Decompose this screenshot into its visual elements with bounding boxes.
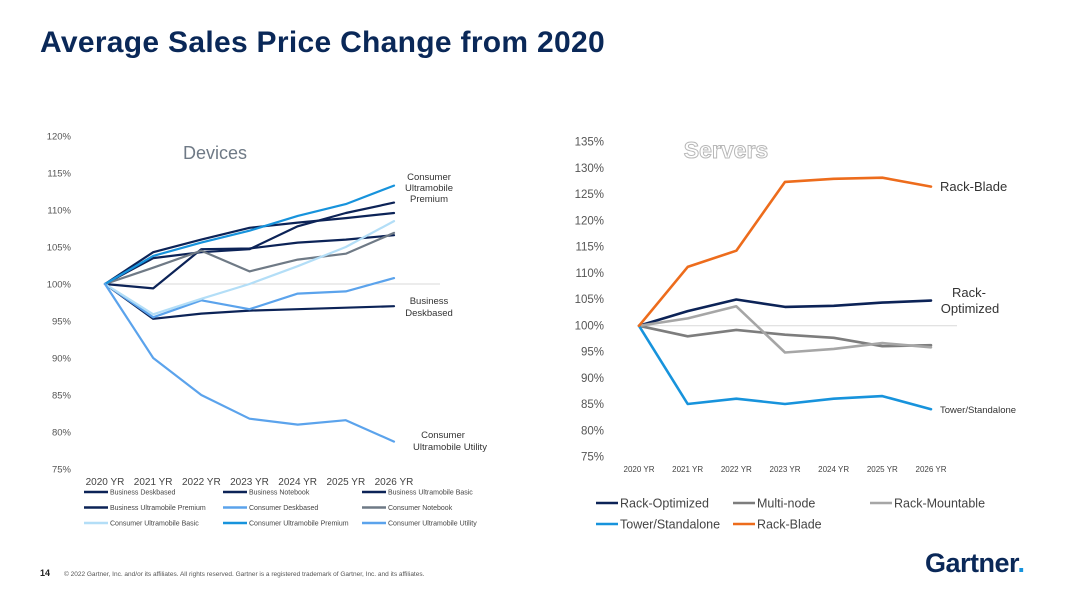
devices-chart: Devices Consumer Ultramobile Premium Bus…: [47, 132, 488, 528]
servers-legend-label: Tower/Standalone: [620, 518, 720, 532]
servers-chart: Servers Rack-Blade Rack- Optimized Tower…: [575, 137, 1016, 532]
devices-xtick-label: 2024 YR: [278, 477, 317, 488]
servers-ytick-label: 105%: [575, 294, 604, 306]
devices-series-consumer-ultramobile-utility: [103, 282, 396, 443]
servers-ytick-label: 115%: [575, 242, 604, 254]
devices-series-business-ultramobile-premium: [103, 201, 396, 286]
devices-ytick-label: 75%: [52, 465, 72, 476]
servers-series-rack-blade: [637, 176, 933, 328]
devices-ytick-label: 85%: [52, 391, 72, 402]
servers-series-rack-mountable: [637, 304, 933, 354]
devices-legend-label: Consumer Ultramobile Basic: [110, 521, 199, 528]
servers-xtick-label: 2022 YR: [721, 465, 752, 474]
devices-xtick-label: 2021 YR: [134, 477, 173, 488]
servers-chart-title: Servers: [684, 137, 768, 163]
servers-ytick-label: 95%: [581, 347, 604, 359]
copyright-notice: © 2022 Gartner, Inc. and/or its affiliat…: [64, 571, 425, 578]
servers-ytick-label: 110%: [575, 268, 604, 280]
servers-annotation-rack-blade: Rack-Blade: [940, 179, 1007, 194]
servers-ytick-label: 120%: [575, 215, 604, 227]
servers-legend-label: Rack-Blade: [757, 518, 822, 532]
servers-legend-label: Rack-Optimized: [620, 497, 709, 511]
devices-legend-label: Consumer Deskbased: [249, 505, 318, 512]
devices-legend-label: Consumer Notebook: [388, 505, 453, 512]
page-number: 14: [40, 568, 51, 578]
devices-ytick-label: 80%: [52, 428, 72, 439]
devices-annotation-utility-line2: Ultramobile Utility: [413, 442, 487, 453]
devices-ytick-label: 95%: [52, 317, 72, 328]
devices-legend-label: Business Notebook: [249, 490, 310, 497]
servers-xtick-label: 2026 YR: [916, 465, 947, 474]
devices-legend-label: Business Ultramobile Premium: [110, 505, 206, 512]
devices-annotation-premium-line1: Consumer: [407, 172, 451, 183]
devices-ytick-label: 115%: [47, 169, 71, 180]
servers-ytick-label: 80%: [581, 425, 604, 437]
devices-annotation-deskbased-line1: Business: [410, 296, 449, 307]
servers-ytick-label: 125%: [575, 189, 604, 201]
devices-series-consumer-notebook: [103, 231, 396, 286]
devices-annotation-utility-line1: Consumer: [421, 430, 465, 441]
devices-xtick-label: 2025 YR: [326, 477, 365, 488]
page-title: Average Sales Price Change from 2020: [40, 26, 605, 59]
gartner-logo-mark: .: [1017, 548, 1026, 578]
devices-annotation-deskbased-line2: Deskbased: [405, 308, 453, 319]
servers-ytick-label: 90%: [581, 373, 604, 385]
devices-ytick-label: 110%: [47, 206, 71, 217]
servers-legend-label: Rack-Mountable: [894, 497, 985, 511]
servers-series-rack-optimized: [637, 298, 933, 328]
devices-legend-label: Consumer Ultramobile Utility: [388, 521, 477, 528]
gartner-logo: Gartner.: [925, 548, 1025, 579]
servers-xtick-label: 2025 YR: [867, 465, 898, 474]
servers-legend-label: Multi-node: [757, 497, 815, 511]
servers-annotation-rack-optimized-line1: Rack-: [952, 285, 986, 300]
servers-ytick-label: 130%: [575, 163, 604, 175]
devices-annotation-premium-line2: Ultramobile: [405, 183, 453, 194]
servers-series-multi-node: [637, 324, 933, 348]
devices-xtick-label: 2023 YR: [230, 477, 269, 488]
devices-legend-label: Consumer Ultramobile Premium: [249, 521, 349, 528]
servers-annotation-tower-standalone: Tower/Standalone: [940, 405, 1016, 416]
devices-xtick-label: 2026 YR: [375, 477, 414, 488]
devices-ytick-label: 90%: [52, 354, 72, 365]
devices-ytick-label: 120%: [47, 132, 72, 143]
devices-series-business-deskbased: [103, 282, 396, 320]
devices-legend-label: Business Deskbased: [110, 490, 175, 497]
devices-xtick-label: 2020 YR: [86, 477, 125, 488]
devices-series-consumer-ultramobile-basic: [103, 220, 396, 316]
servers-annotation-rack-optimized-line2: Optimized: [941, 301, 1000, 316]
devices-legend-label: Business Ultramobile Basic: [388, 490, 473, 497]
servers-ytick-label: 135%: [575, 137, 604, 149]
servers-ytick-label: 85%: [581, 399, 604, 411]
devices-xtick-label: 2022 YR: [182, 477, 221, 488]
devices-ytick-label: 100%: [47, 280, 72, 291]
devices-chart-title: Devices: [183, 143, 247, 163]
servers-xtick-label: 2024 YR: [818, 465, 849, 474]
devices-series-business-ultramobile-basic: [103, 211, 396, 286]
servers-ytick-label: 100%: [575, 320, 604, 332]
servers-xtick-label: 2021 YR: [672, 465, 703, 474]
devices-annotation-premium-line3: Premium: [410, 194, 448, 205]
servers-ytick-label: 75%: [581, 452, 604, 464]
devices-series-consumer-ultramobile-premium: [103, 184, 396, 286]
servers-xtick-label: 2023 YR: [770, 465, 801, 474]
devices-ytick-label: 105%: [47, 243, 72, 254]
devices-series-consumer-deskbased: [103, 277, 396, 319]
servers-series-tower-standalone: [637, 324, 933, 411]
gartner-logo-text: Gartner: [925, 548, 1018, 578]
servers-xtick-label: 2020 YR: [624, 465, 655, 474]
